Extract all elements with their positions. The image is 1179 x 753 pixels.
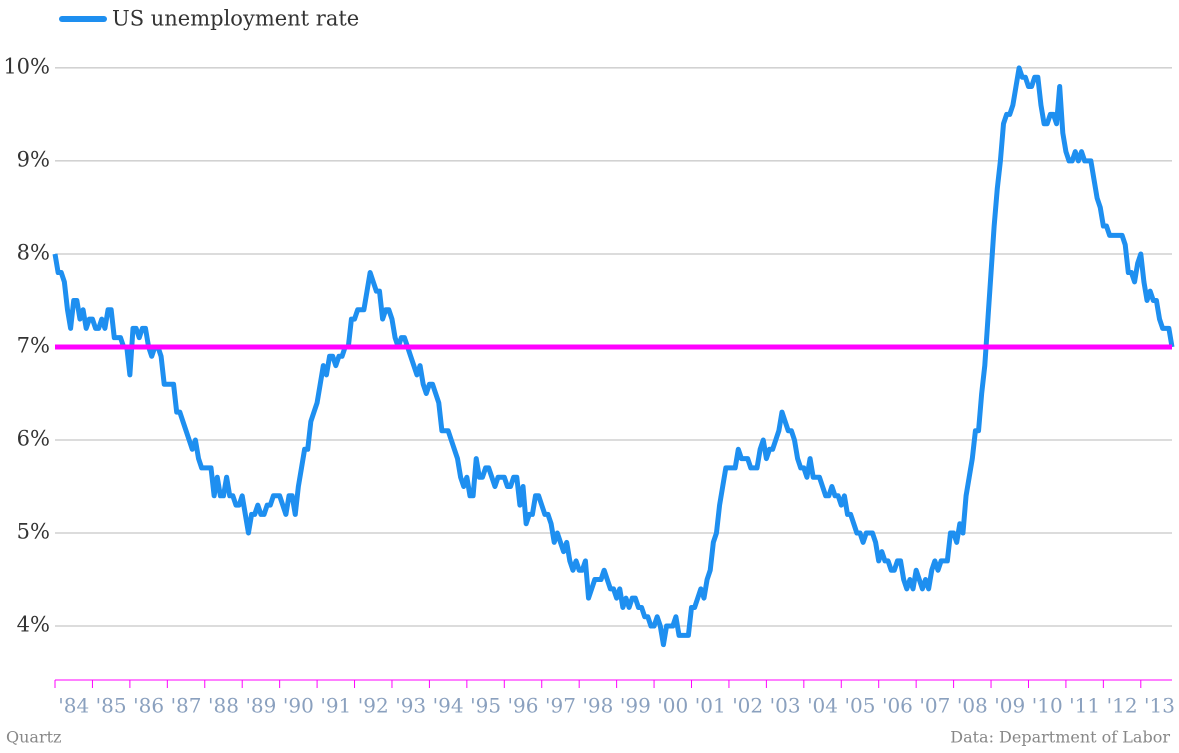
x-tick-label: '84 xyxy=(58,694,89,718)
x-tick-label: '92 xyxy=(358,694,389,718)
source: Data: Department of Labor xyxy=(950,728,1170,747)
x-tick-label: '12 xyxy=(1107,694,1138,718)
x-tick-label: '95 xyxy=(470,694,501,718)
x-tick-label: '08 xyxy=(957,694,988,718)
x-tick-label: '94 xyxy=(433,694,464,718)
y-tick-label: 10% xyxy=(3,54,50,78)
x-tick-label: '89 xyxy=(245,694,276,718)
x-tick-label: '05 xyxy=(845,694,876,718)
y-tick-label: 9% xyxy=(17,147,50,171)
series-line xyxy=(52,65,1175,648)
x-tick-label: '99 xyxy=(620,694,651,718)
x-tick-label: '86 xyxy=(133,694,164,718)
x-tick-label: '13 xyxy=(1144,694,1175,718)
x-tick-label: '97 xyxy=(545,694,576,718)
x-tick-label: '00 xyxy=(657,694,688,718)
y-tick-label: 7% xyxy=(17,333,50,357)
legend-label: US unemployment rate xyxy=(112,7,359,31)
x-tick-label: '93 xyxy=(395,694,426,718)
x-tick-label: '07 xyxy=(919,694,950,718)
x-tick-label: '03 xyxy=(770,694,801,718)
x-tick-label: '06 xyxy=(882,694,913,718)
y-tick-label: 6% xyxy=(17,427,50,451)
y-tick-label: 4% xyxy=(17,613,50,637)
x-tick-label: '01 xyxy=(695,694,726,718)
x-tick-label: '96 xyxy=(508,694,539,718)
x-tick-label: '87 xyxy=(171,694,202,718)
x-tick-label: '11 xyxy=(1069,694,1100,718)
x-tick-label: '90 xyxy=(283,694,314,718)
x-tick-label: '91 xyxy=(320,694,351,718)
x-tick-label: '04 xyxy=(807,694,838,718)
y-tick-label: 8% xyxy=(17,240,50,264)
x-tick-label: '10 xyxy=(1032,694,1063,718)
x-tick-label: '88 xyxy=(208,694,239,718)
x-tick-label: '98 xyxy=(582,694,613,718)
credit: Quartz xyxy=(6,728,61,747)
x-tick-label: '02 xyxy=(732,694,763,718)
x-tick-label: '09 xyxy=(994,694,1025,718)
y-tick-label: 5% xyxy=(17,520,50,544)
x-tick-label: '85 xyxy=(96,694,127,718)
